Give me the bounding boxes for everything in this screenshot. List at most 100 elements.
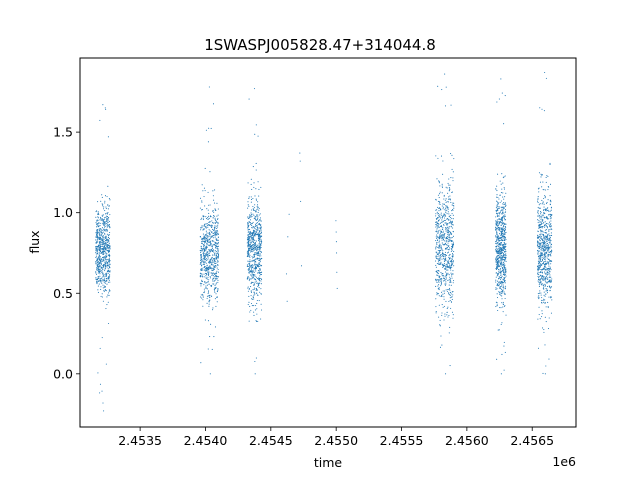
data-point xyxy=(450,293,452,295)
data-point xyxy=(441,235,443,237)
data-point xyxy=(541,245,543,247)
data-point xyxy=(206,278,208,280)
data-point xyxy=(443,236,445,238)
data-point xyxy=(502,306,504,308)
data-point xyxy=(209,242,212,244)
data-point xyxy=(550,276,552,278)
data-point xyxy=(217,255,220,257)
data-point xyxy=(547,207,549,209)
data-point xyxy=(501,262,503,264)
data-point xyxy=(211,270,214,272)
data-point xyxy=(543,242,545,244)
data-point xyxy=(453,158,455,160)
data-point xyxy=(216,242,218,244)
data-point xyxy=(539,240,541,242)
data-point xyxy=(448,226,450,228)
data-point xyxy=(101,214,103,216)
data-point xyxy=(104,213,107,215)
data-point xyxy=(446,245,448,247)
data-point xyxy=(258,232,260,234)
data-point xyxy=(502,289,504,291)
data-point xyxy=(546,257,548,259)
data-point xyxy=(545,281,547,283)
data-point xyxy=(451,311,454,313)
data-point xyxy=(497,280,499,282)
data-point xyxy=(109,270,111,272)
data-point xyxy=(210,127,212,130)
data-point xyxy=(251,264,253,266)
data-point xyxy=(503,271,505,273)
data-point xyxy=(439,207,441,210)
data-point xyxy=(251,222,253,225)
data-point xyxy=(203,253,205,255)
data-point xyxy=(203,228,205,230)
data-point xyxy=(95,250,97,252)
data-point xyxy=(543,247,545,249)
data-point xyxy=(212,217,214,219)
data-point xyxy=(544,217,546,219)
data-point xyxy=(504,233,506,235)
data-point xyxy=(207,218,209,220)
data-point xyxy=(546,217,548,219)
data-point xyxy=(505,192,507,194)
data-point xyxy=(212,279,214,281)
data-point xyxy=(537,219,539,221)
data-point xyxy=(445,198,447,200)
data-point xyxy=(537,272,539,274)
data-point xyxy=(543,110,545,112)
data-point xyxy=(109,256,111,258)
data-point xyxy=(498,244,500,246)
data-point xyxy=(212,232,214,234)
data-point xyxy=(500,258,502,260)
data-point xyxy=(442,290,444,292)
data-point xyxy=(447,211,449,213)
data-point xyxy=(446,227,448,229)
data-point xyxy=(101,196,103,198)
data-point xyxy=(208,305,210,307)
data-point xyxy=(98,213,100,215)
data-point xyxy=(539,250,541,252)
data-point xyxy=(209,204,211,206)
data-point xyxy=(209,268,211,270)
data-point xyxy=(537,199,539,201)
data-point xyxy=(450,281,452,283)
data-point xyxy=(445,264,447,266)
data-point xyxy=(449,240,451,242)
data-point xyxy=(211,246,213,248)
data-point xyxy=(540,211,542,213)
data-point xyxy=(97,201,99,203)
data-point xyxy=(201,269,203,271)
data-point xyxy=(205,239,207,241)
data-point xyxy=(496,245,498,247)
data-point xyxy=(450,239,452,241)
data-point xyxy=(439,346,442,348)
data-point xyxy=(542,240,544,242)
data-point xyxy=(500,234,502,236)
data-point xyxy=(497,205,499,207)
data-point xyxy=(217,208,219,210)
data-point xyxy=(445,276,447,278)
data-point xyxy=(503,264,505,266)
data-point xyxy=(246,251,248,253)
data-point xyxy=(260,231,262,233)
data-point xyxy=(102,219,104,221)
data-point xyxy=(205,258,207,260)
data-point xyxy=(546,274,548,276)
data-point xyxy=(105,235,107,237)
data-point xyxy=(101,273,103,275)
data-point xyxy=(540,260,542,262)
data-point xyxy=(106,263,108,265)
data-point xyxy=(101,250,103,252)
data-point xyxy=(103,276,105,278)
data-point xyxy=(547,269,549,271)
data-point xyxy=(254,373,256,375)
data-point xyxy=(104,270,106,272)
data-point xyxy=(104,279,106,281)
data-point xyxy=(215,288,217,290)
data-point xyxy=(442,208,444,210)
data-point xyxy=(449,264,451,267)
data-point xyxy=(498,283,500,285)
data-point xyxy=(538,225,540,227)
data-point xyxy=(504,202,507,204)
data-point xyxy=(505,285,507,287)
